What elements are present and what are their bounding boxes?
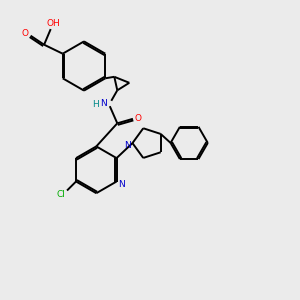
Text: Cl: Cl bbox=[56, 190, 65, 199]
Text: H: H bbox=[92, 100, 99, 109]
Text: O: O bbox=[135, 114, 142, 123]
Text: N: N bbox=[124, 141, 131, 150]
Text: O: O bbox=[22, 29, 29, 38]
Text: N: N bbox=[100, 99, 106, 108]
Text: N: N bbox=[118, 180, 125, 189]
Text: OH: OH bbox=[46, 19, 60, 28]
